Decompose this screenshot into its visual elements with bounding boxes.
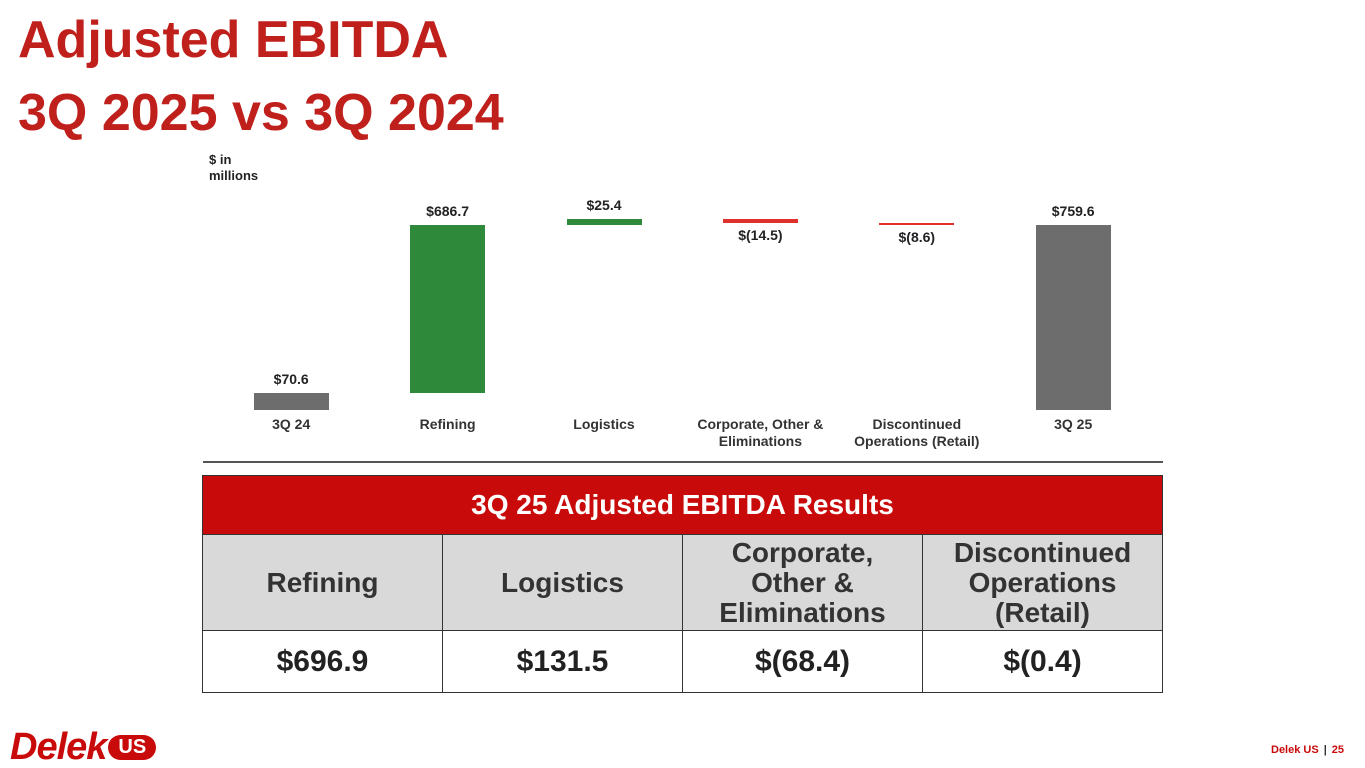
category-label: 3Q 25 [1054, 416, 1093, 432]
bar [722, 219, 798, 223]
logo-text: Delek [10, 726, 107, 768]
logo: Delek US [10, 726, 157, 768]
category-label: Discontinued Operations (Retail) [854, 416, 980, 449]
unit-label: $ in millions [209, 152, 259, 183]
value-label: $(14.5) [738, 226, 783, 243]
category-label: Corporate, Other & Eliminations [697, 416, 824, 449]
value-label: $70.6 [273, 370, 309, 387]
separator: | [1323, 744, 1327, 756]
column-header: Refining [202, 534, 443, 631]
column-header: Logistics [442, 534, 683, 631]
column-header: Discontinued Operations (Retail) [922, 534, 1163, 631]
logo-badge: US [108, 735, 157, 760]
bar [253, 392, 329, 410]
subtitle: 3Q 2025 vs 3Q 2024 [18, 84, 504, 142]
footer: Delek US | 25 [1271, 744, 1344, 756]
divider [203, 461, 1163, 463]
cell-value: $(0.4) [922, 630, 1163, 693]
value-label: $686.7 [426, 203, 469, 220]
cell-value: $696.9 [202, 630, 443, 693]
cell-value: $(68.4) [682, 630, 923, 693]
table-title: 3Q 25 Adjusted EBITDA Results [202, 475, 1163, 535]
title: Adjusted EBITDA [18, 11, 449, 69]
company: Delek US [1271, 744, 1319, 756]
results-table: 3Q 25 Adjusted EBITDA Results Refining L… [202, 475, 1163, 693]
value-label: $25.4 [586, 197, 622, 213]
bar [1035, 224, 1111, 410]
value-label: $759.6 [1051, 202, 1095, 219]
value-label: $(8.6) [898, 228, 936, 245]
bar [566, 219, 642, 226]
category-label: Logistics [573, 416, 635, 432]
cell-value: $131.5 [442, 630, 683, 693]
category-label: 3Q 24 [272, 416, 311, 432]
category-label: Refining [419, 416, 476, 432]
bar [410, 225, 486, 393]
page-number: 25 [1331, 744, 1345, 756]
bar [879, 222, 955, 225]
column-header: Corporate, Other & Eliminations [682, 534, 923, 631]
